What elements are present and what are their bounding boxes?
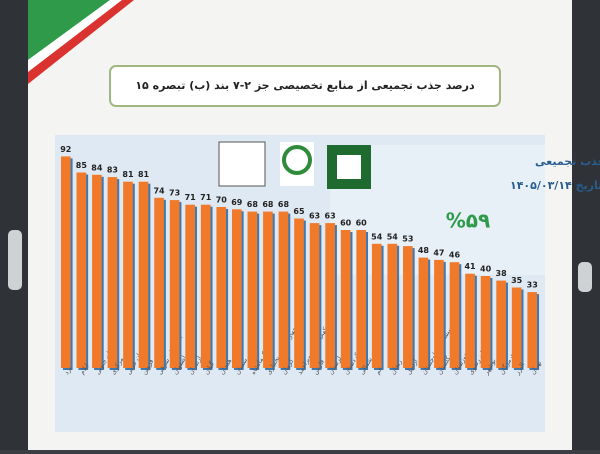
flag-red	[28, 0, 134, 84]
value-label: 81	[122, 170, 134, 179]
bar	[480, 276, 491, 368]
bezel-knob	[8, 230, 22, 290]
bar	[371, 243, 382, 368]
bar	[92, 174, 102, 368]
info-heading: میانگین درصد جذب تجمیعی	[535, 155, 600, 168]
bar	[231, 209, 242, 368]
bar	[169, 200, 180, 368]
bar	[325, 223, 335, 368]
value-label: 41	[464, 262, 476, 271]
value-label: 60	[356, 219, 368, 228]
value-label: 85	[76, 161, 88, 170]
value-label: 68	[278, 200, 290, 209]
value-label: 65	[293, 207, 305, 216]
bar	[185, 204, 195, 368]
bar	[511, 287, 522, 368]
info-date: تا تاریخ ۱۴۰۵/۰۳/۱۴	[510, 179, 600, 192]
bar	[107, 177, 118, 368]
bar	[294, 218, 304, 368]
value-label: 63	[309, 212, 320, 221]
value-label: 46	[449, 251, 461, 260]
value-label: 40	[480, 265, 492, 274]
value-label: 69	[231, 198, 243, 207]
bar	[123, 181, 133, 368]
bar	[387, 243, 398, 368]
bar	[200, 204, 211, 368]
value-label: 35	[511, 276, 523, 285]
chart-title: درصد جذب تجمیعی از منابع تخصیصی جز ۲-۷ ب…	[135, 79, 475, 92]
value-label: 68	[262, 200, 274, 209]
value-label: 48	[418, 246, 430, 255]
value-label: 74	[153, 186, 165, 195]
bar	[449, 262, 460, 368]
bar	[76, 172, 87, 368]
value-label: 84	[91, 163, 103, 172]
bar	[496, 280, 506, 368]
x-tick-label: یزد	[62, 365, 73, 376]
bar	[154, 197, 164, 368]
value-label: 92	[60, 145, 71, 154]
value-label: 70	[216, 196, 228, 205]
value-label: 47	[433, 248, 444, 257]
bar	[263, 211, 273, 368]
value-label: 33	[527, 281, 538, 290]
bar	[356, 230, 367, 368]
value-label: 60	[340, 219, 352, 228]
value-label: 68	[247, 200, 259, 209]
bar	[403, 246, 413, 368]
value-label: 71	[185, 193, 197, 202]
bar	[340, 230, 351, 368]
bar	[60, 156, 71, 368]
info-average: %۵۹	[446, 209, 490, 233]
title-banner	[109, 65, 501, 107]
bar	[309, 223, 320, 368]
bar	[418, 257, 429, 368]
value-label: 38	[496, 269, 508, 278]
bar	[278, 211, 289, 368]
bar	[527, 292, 538, 368]
logo-2-mark	[282, 145, 312, 175]
value-label: 73	[169, 189, 180, 198]
bar	[465, 273, 475, 368]
value-label: 81	[138, 170, 150, 179]
bar	[138, 181, 149, 368]
logo-3-inner	[337, 155, 361, 179]
bar	[216, 207, 227, 368]
value-label: 63	[325, 212, 336, 221]
value-label: 83	[107, 166, 118, 175]
value-label: 54	[387, 232, 399, 241]
logo-1	[218, 141, 266, 187]
value-label: 53	[402, 235, 413, 244]
bar	[247, 211, 258, 368]
bezel-knob	[578, 262, 592, 292]
x-tick-label: قم	[373, 366, 384, 376]
value-label: 71	[200, 193, 212, 202]
value-label: 54	[371, 232, 383, 241]
bar	[434, 259, 444, 368]
